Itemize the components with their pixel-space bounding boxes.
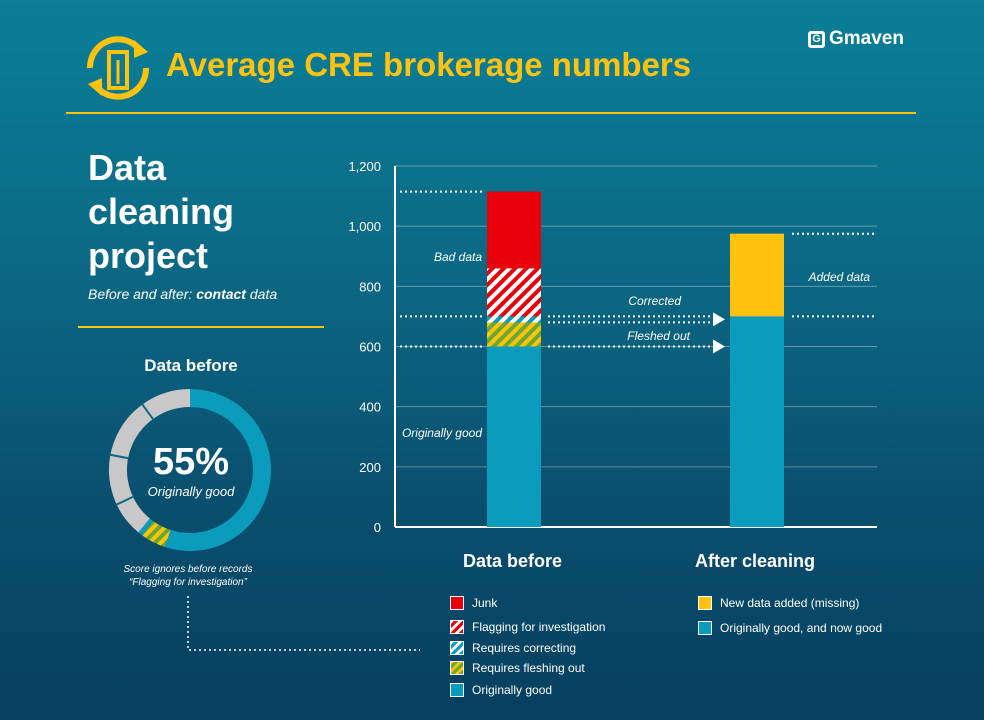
y-tick-label: 600 xyxy=(359,340,381,355)
section-divider xyxy=(78,326,324,328)
bar-segment-new-data-added-missing- xyxy=(730,233,784,317)
legend-label: Flagging for investigation xyxy=(472,620,606,634)
y-tick-label: 200 xyxy=(359,460,381,475)
y-tick-label: 1,200 xyxy=(348,159,381,174)
arrow-fleshed-out xyxy=(713,339,725,354)
legend-swatch-fleshing xyxy=(450,661,464,675)
arrow-corrected xyxy=(713,312,725,327)
donut-separator xyxy=(109,453,130,460)
legend-item-correcting: Requires correcting xyxy=(450,641,576,655)
y-tick-label: 0 xyxy=(374,520,381,535)
brand-mark-icon: G xyxy=(808,30,825,48)
donut-label: Originally good xyxy=(147,484,235,499)
donut-slice-requires-fleshing-out xyxy=(142,520,171,548)
annotation-added-data: Added data xyxy=(808,270,871,284)
brand-logo: G Gmaven xyxy=(808,28,904,50)
category-label-before: Data before xyxy=(463,551,563,571)
bar-segment-originally-good xyxy=(487,346,541,527)
legend-item-junk: Junk xyxy=(450,596,497,610)
section-subtitle: Before and after: contact data xyxy=(88,286,277,302)
donut-slice-junk xyxy=(109,389,191,533)
legend-swatch-new-data xyxy=(698,596,712,610)
legend-label: Requires correcting xyxy=(472,641,577,655)
donut-title: Data before xyxy=(144,356,238,375)
annotation-originally-good: Originally good xyxy=(402,426,482,440)
category-label-after: After cleaning xyxy=(695,551,816,571)
bar-segment-requires-fleshing-out xyxy=(487,322,541,347)
legend-item-flagging: Flagging for investigation xyxy=(450,620,605,634)
y-tick-label: 400 xyxy=(359,400,381,415)
legend-swatch-correcting xyxy=(450,641,464,655)
legend-swatch-junk xyxy=(450,596,464,610)
title-divider xyxy=(66,112,916,114)
subtitle-bold: contact xyxy=(196,286,246,302)
legend-swatch-originally-good xyxy=(450,683,464,697)
section-heading: Data cleaning project xyxy=(88,147,235,276)
y-tick-label: 1,000 xyxy=(348,219,381,234)
connector-line xyxy=(187,596,420,651)
legend-label: Junk xyxy=(472,596,498,610)
brand-name: Gmaven xyxy=(829,28,904,49)
logo-icon xyxy=(86,36,150,100)
annotation-corrected: Corrected xyxy=(628,294,681,308)
legend-label: New data added (missing) xyxy=(720,596,860,610)
legend-label: Originally good xyxy=(472,683,553,697)
legend-swatch-now-good xyxy=(698,621,712,635)
legend-label: Requires fleshing out xyxy=(472,661,585,675)
donut-separator xyxy=(140,403,155,421)
chart-guides xyxy=(400,190,874,354)
y-tick-label: 800 xyxy=(359,279,381,294)
legend-item-new-data: New data added (missing) xyxy=(698,596,859,610)
donut-separator xyxy=(115,495,135,506)
bar-segment-originally-good-and-now-good xyxy=(730,316,784,527)
page-title: Average CRE brokerage numbers xyxy=(166,46,692,83)
annotation-bad-data: Bad data xyxy=(434,250,482,264)
legend-label: Originally good, and now good xyxy=(720,621,883,635)
subtitle-suffix: data xyxy=(245,286,278,302)
donut-percent: 55% xyxy=(152,441,230,483)
donut-note-line1: Score ignores before records xyxy=(123,564,253,575)
donut-chart xyxy=(109,389,271,551)
legend-item-now-good: Originally good, and now good xyxy=(698,621,882,635)
annotation-fleshed-out: Fleshed out xyxy=(627,329,690,343)
chart-annotations: Bad data Originally good Corrected Fleshed … xyxy=(402,250,870,440)
donut-slice-requires-correcting xyxy=(138,518,154,536)
subtitle-prefix: Before and after: xyxy=(88,286,197,302)
bar-segment-requires-correcting xyxy=(487,316,541,323)
donut-note-line2: “Flagging for investigation” xyxy=(129,577,247,588)
legend-item-originally-good: Originally good xyxy=(450,683,552,697)
bar-segment-flagging-for-investigation xyxy=(487,268,541,317)
y-tick-labels: 0 200 400 600 800 1,000 1,200 xyxy=(348,159,381,535)
bar-segment-junk xyxy=(487,191,541,269)
donut-slice-originally-good xyxy=(164,389,271,551)
legend-swatch-flagging xyxy=(450,620,464,634)
chart-bars xyxy=(487,191,784,527)
chart-grid xyxy=(394,165,877,528)
legend-item-fleshing: Requires fleshing out xyxy=(450,661,585,675)
